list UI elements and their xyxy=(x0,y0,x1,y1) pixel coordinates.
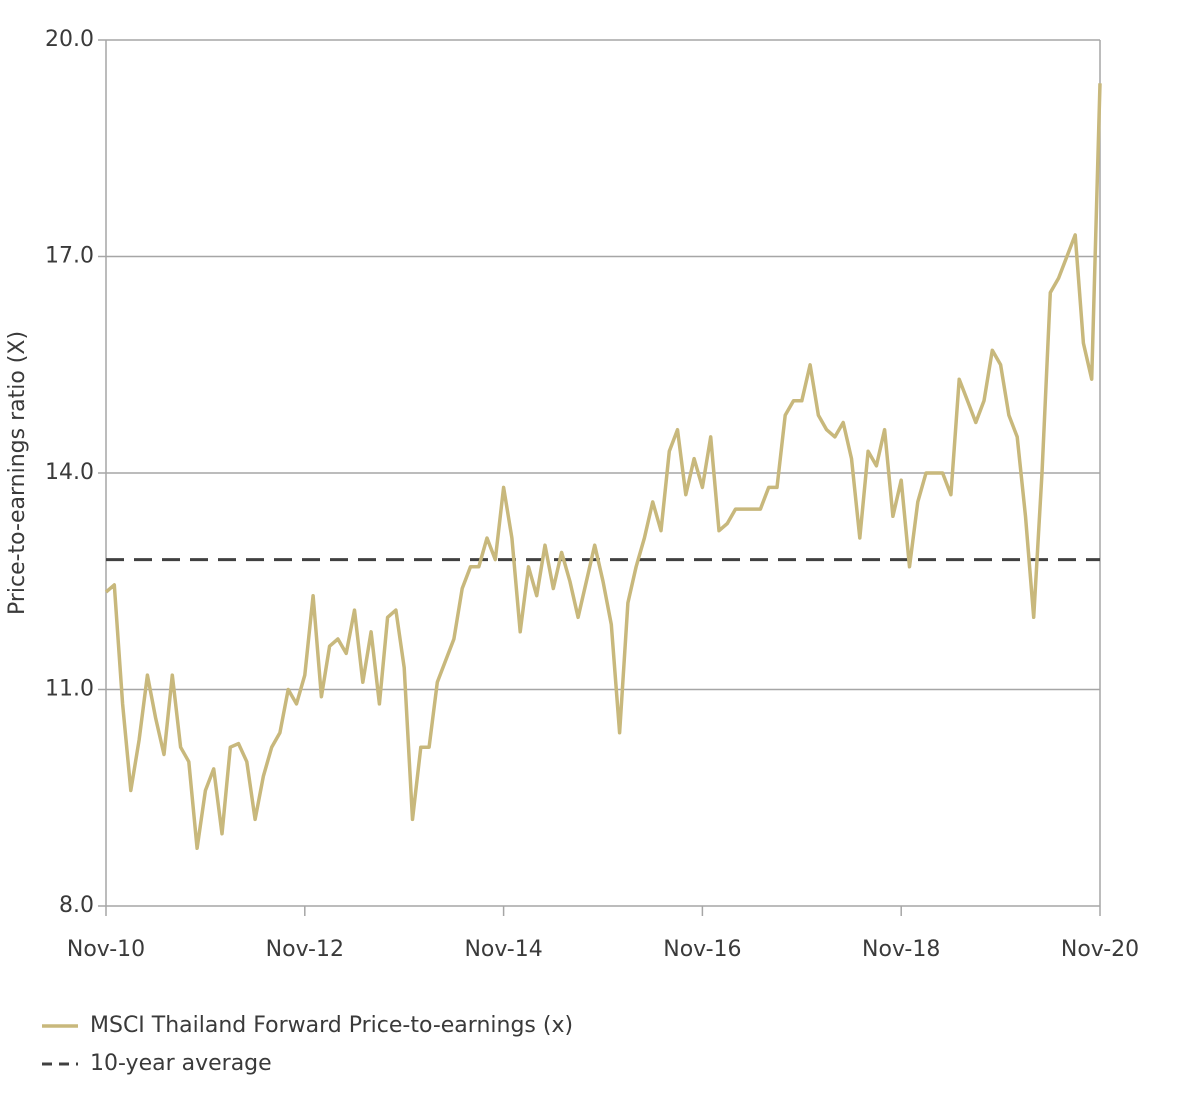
y-tick-label: 20.0 xyxy=(45,27,94,52)
series-line xyxy=(104,83,1102,851)
x-tick-label: Nov-14 xyxy=(464,937,542,962)
legend-label: MSCI Thailand Forward Price-to-earnings … xyxy=(90,1013,573,1038)
legend-label: 10-year average xyxy=(90,1051,272,1076)
y-axis-label: Price-to-earnings ratio (X) xyxy=(5,331,30,615)
y-tick-label: 11.0 xyxy=(45,677,94,702)
x-tick-label: Nov-10 xyxy=(67,937,145,962)
x-tick-label: Nov-16 xyxy=(663,937,741,962)
y-tick-label: 14.0 xyxy=(45,460,94,485)
y-tick-label: 8.0 xyxy=(59,893,94,918)
x-tick-label: Nov-12 xyxy=(266,937,344,962)
y-tick-label: 17.0 xyxy=(45,244,94,269)
x-tick-label: Nov-20 xyxy=(1061,937,1139,962)
x-tick-label: Nov-18 xyxy=(862,937,940,962)
